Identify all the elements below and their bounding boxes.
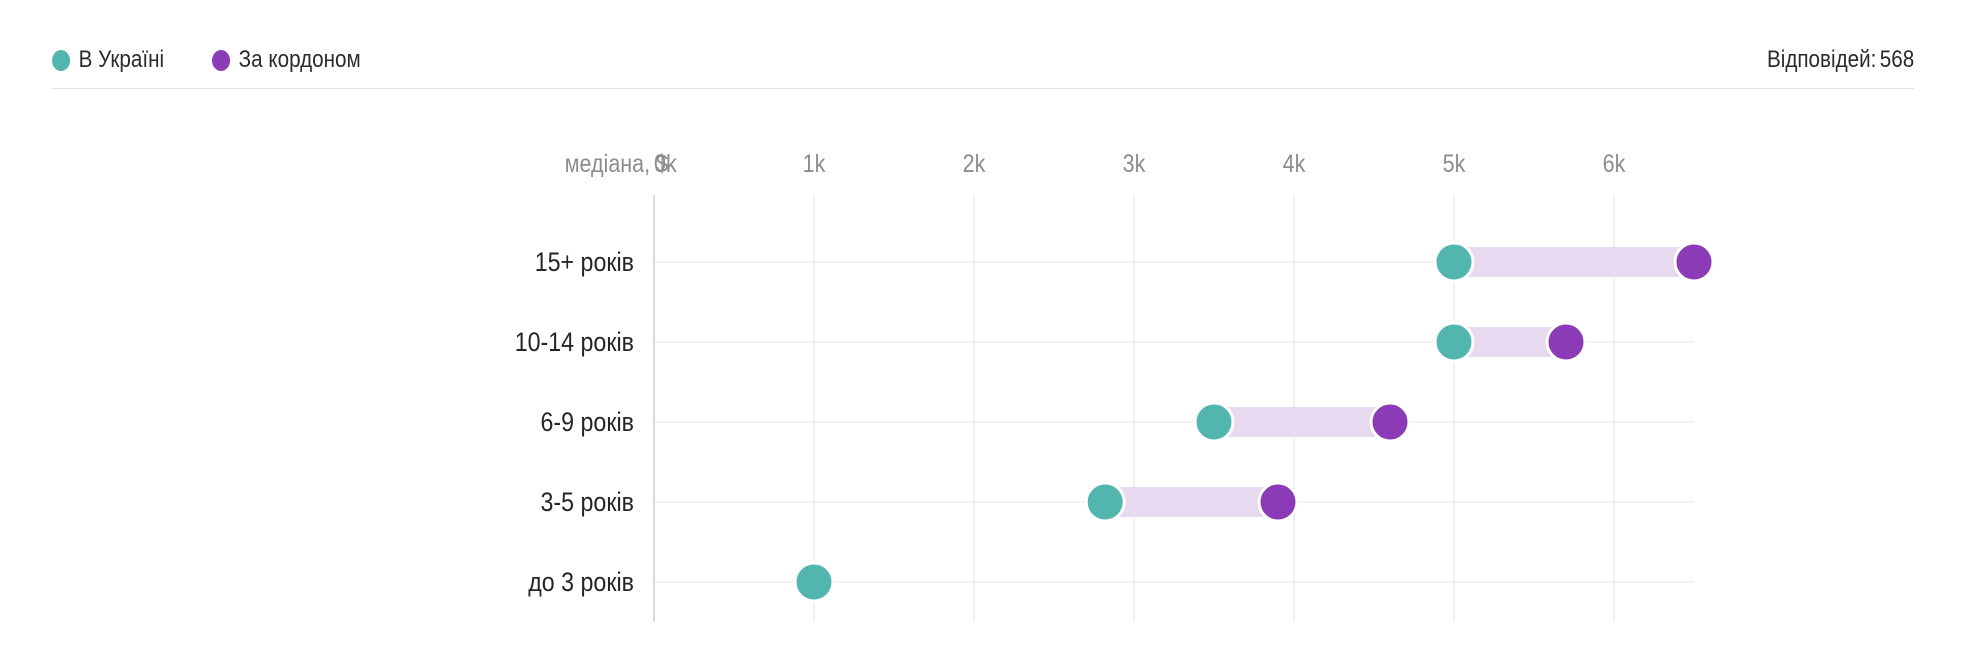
range-bar (1105, 487, 1278, 517)
point-abroad (1673, 241, 1715, 283)
legend-label: В Україні (78, 46, 165, 73)
x-tick-label: 1k (803, 149, 826, 177)
point-abroad (1369, 401, 1411, 443)
chart-header: В Україні За кордоном Відповідей: 568 (52, 38, 1914, 89)
responses-count: Відповідей: 568 (1767, 38, 1914, 82)
responses-value: 568 (1879, 46, 1914, 73)
category-label: 15+ років (535, 247, 634, 277)
legend-swatch (52, 49, 71, 71)
point-abroad (1545, 321, 1587, 363)
point-ukraine (1084, 481, 1126, 523)
x-tick-label: 5k (1443, 149, 1466, 177)
category-label: 3-5 років (541, 487, 634, 517)
range-bar (1454, 247, 1694, 277)
legend-label: За кордоном (238, 46, 361, 73)
point-ukraine (1433, 321, 1475, 363)
legend-abroad: За кордоном (212, 46, 361, 74)
x-tick-label: 2k (963, 149, 986, 177)
range-bar (1214, 407, 1390, 437)
point-ukraine (1193, 401, 1235, 443)
category-label: 10-14 років (515, 327, 634, 357)
legend-swatch (212, 49, 231, 71)
legend-ukraine: В Україні (52, 46, 164, 74)
x-tick-label: 4k (1283, 149, 1306, 177)
x-tick-label: 6k (1603, 149, 1626, 177)
legend: В Україні За кордоном (52, 38, 415, 82)
category-label: 6-9 років (541, 407, 634, 437)
x-axis-label: медіана, $ (565, 149, 668, 177)
point-abroad (1257, 481, 1299, 523)
x-tick-label: 0k (654, 149, 677, 177)
responses-label: Відповідей: (1766, 46, 1877, 73)
point-ukraine (793, 561, 835, 603)
category-label: до 3 років (528, 567, 634, 597)
x-tick-label: 3k (1123, 149, 1146, 177)
point-ukraine (1433, 241, 1475, 283)
